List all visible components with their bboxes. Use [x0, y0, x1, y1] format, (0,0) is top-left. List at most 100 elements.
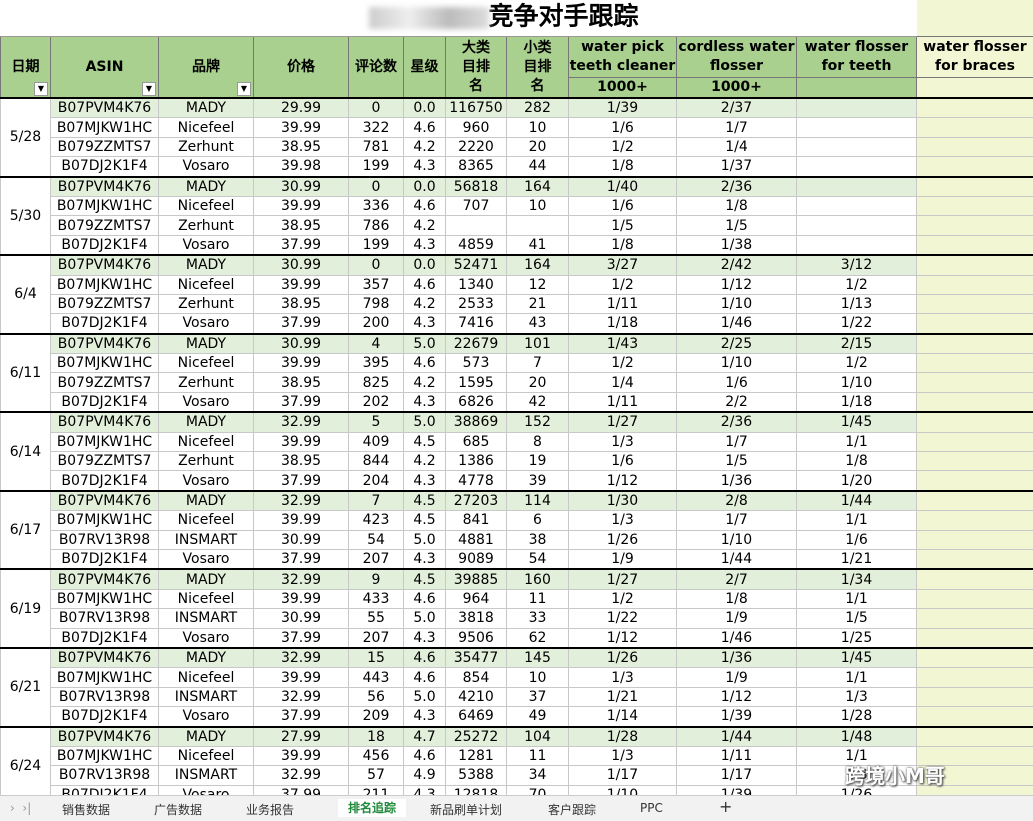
cell: 37.99 [254, 549, 349, 569]
sheet-tab[interactable]: PPC [640, 801, 663, 815]
cell: 30.99 [254, 530, 349, 549]
cell: 960 [446, 118, 507, 137]
cell: 39.99 [254, 275, 349, 294]
sheet-tab[interactable]: 排名追踪 [338, 799, 406, 817]
cell: B07RV13R98 [51, 687, 159, 706]
column-header: 小类目排名 [507, 37, 569, 99]
cell: 1/22 [569, 609, 677, 628]
cell: 4.2 [404, 373, 446, 392]
sheet-tab[interactable]: 业务报告 [246, 801, 294, 818]
cell: 57 [349, 766, 404, 785]
cell [917, 628, 1033, 648]
cell: 1/46 [677, 628, 797, 648]
cell: Nicefeel [159, 118, 254, 137]
column-note: 1000+ [569, 78, 677, 99]
cell: 8365 [446, 157, 507, 177]
watermark: 跨境小M哥 [845, 760, 945, 789]
cell [917, 511, 1033, 530]
cell: B07MJKW1HC [51, 589, 159, 608]
date-cell: 5/30 [1, 177, 51, 256]
cell: 1/27 [569, 412, 677, 432]
cell: 0 [349, 255, 404, 275]
cell: Nicefeel [159, 275, 254, 294]
cell: 44 [507, 157, 569, 177]
cell: 1/11 [677, 746, 797, 765]
filter-button[interactable]: ▼ [237, 82, 251, 96]
cell [797, 157, 917, 177]
cell: Vosaro [159, 549, 254, 569]
cell: 37.99 [254, 235, 349, 255]
sheet-tab[interactable]: 新品刷单计划 [430, 801, 502, 818]
date-cell: 6/19 [1, 569, 51, 648]
filter-button[interactable]: ▼ [142, 82, 156, 96]
title-yellow [917, 0, 1033, 37]
cell: 443 [349, 668, 404, 687]
cell: 101 [507, 334, 569, 354]
cell [797, 196, 917, 215]
cell: B07RV13R98 [51, 530, 159, 549]
cell: 33 [507, 609, 569, 628]
cell: 12 [507, 275, 569, 294]
cell: 42 [507, 392, 569, 412]
cell: Vosaro [159, 471, 254, 491]
cell: B07PVM4K76 [51, 98, 159, 118]
sheet-tab[interactable]: 销售数据 [62, 801, 110, 818]
cell: Vosaro [159, 157, 254, 177]
cell: Nicefeel [159, 746, 254, 765]
cell: 1/12 [677, 275, 797, 294]
cell: B07DJ2K1F4 [51, 314, 159, 334]
cell [797, 177, 917, 197]
cell: 707 [446, 196, 507, 215]
cell: Zerhunt [159, 137, 254, 156]
cell: 1/39 [677, 785, 797, 795]
cell [917, 392, 1033, 412]
cell: 4.3 [404, 157, 446, 177]
cell: 32.99 [254, 491, 349, 511]
cell: B079ZZMTS7 [51, 216, 159, 235]
cell: 4.2 [404, 216, 446, 235]
cell: 1/10 [677, 354, 797, 373]
cell: 825 [349, 373, 404, 392]
cell: 39.99 [254, 668, 349, 687]
cell: 160 [507, 569, 569, 589]
date-cell: 6/24 [1, 727, 51, 796]
cell: 456 [349, 746, 404, 765]
cell: 322 [349, 118, 404, 137]
cell: B079ZZMTS7 [51, 137, 159, 156]
column-note: 1000+ [677, 78, 797, 99]
header-text: water pick teeth cleaner [569, 38, 676, 76]
cell: B07PVM4K76 [51, 177, 159, 197]
cell: 10 [507, 668, 569, 687]
column-header: 评论数 [349, 37, 404, 99]
sheet-tab[interactable]: 客户跟踪 [548, 801, 596, 818]
cell: 38 [507, 530, 569, 549]
sheet-tab[interactable]: 广告数据 [154, 801, 202, 818]
cell: 4.7 [404, 727, 446, 747]
cell: 1/1 [797, 511, 917, 530]
cell: 55 [349, 609, 404, 628]
cell: 1/1 [797, 432, 917, 451]
cell: 685 [446, 432, 507, 451]
date-cell: 6/17 [1, 491, 51, 570]
cell: 39.99 [254, 196, 349, 215]
cell: 854 [446, 668, 507, 687]
cell [917, 452, 1033, 471]
cell: 423 [349, 511, 404, 530]
filter-button[interactable]: ▼ [34, 82, 48, 96]
cell: 1/6 [569, 452, 677, 471]
cell: MADY [159, 412, 254, 432]
cell: 6826 [446, 392, 507, 412]
add-tab[interactable]: + [719, 797, 732, 816]
cell: 1/1 [797, 668, 917, 687]
date-cell: 6/11 [1, 334, 51, 413]
cell: 4881 [446, 530, 507, 549]
cell: 207 [349, 628, 404, 648]
cell: MADY [159, 491, 254, 511]
cell: 1/14 [569, 707, 677, 727]
cell: 1/2 [569, 589, 677, 608]
